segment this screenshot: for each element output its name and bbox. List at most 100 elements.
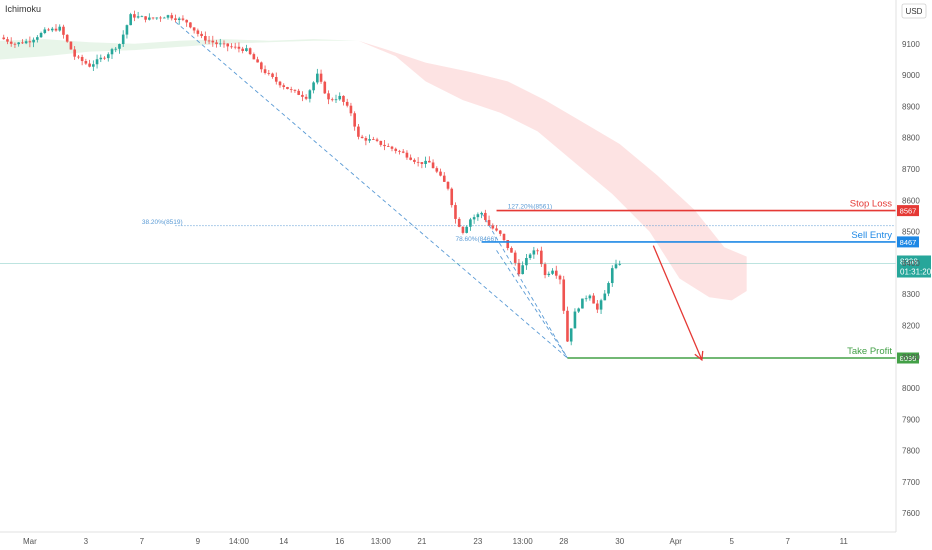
candle-body [129,14,132,26]
time-tick-label: 23 [473,537,482,546]
time-tick-label: 13:00 [371,537,392,546]
price-tick-label: 8300 [902,290,920,299]
candle-body [338,95,342,100]
time-tick-label: 14:00 [229,537,250,546]
candle-body [547,273,551,276]
level-tag [897,236,919,248]
countdown-timer: 01:31:20 [900,267,932,276]
candle-body [58,26,62,31]
candle-body [69,41,73,50]
candle-body [368,139,371,141]
candle-body [353,113,356,127]
candle-body [106,54,110,59]
candle-body [133,14,136,18]
candle-body [185,19,188,23]
candle-body [610,268,614,284]
currency-badge[interactable] [901,3,927,19]
candle-body [465,226,468,233]
time-tick-label: 11 [840,537,849,546]
candle-body [256,59,259,63]
cloud-green [0,39,359,60]
candle-body [245,48,248,51]
time-tick-label: 13:00 [513,537,534,546]
candle-body [174,18,177,20]
candle-body [573,311,577,329]
candle-body [50,28,54,31]
candle-body [577,308,580,312]
candle-body [110,49,114,55]
candle-body [36,37,39,40]
candle-body [118,44,121,49]
candle-body [607,283,610,294]
time-tick-label: 7 [140,537,145,546]
candle-body [562,279,566,311]
candle-body [43,29,47,33]
candle-body [17,42,20,45]
candle-body [267,72,271,74]
candle-body [543,264,547,276]
candle-body [73,49,76,57]
candle-body [95,59,99,65]
candle-body [450,188,454,206]
current-price-tag [897,255,931,278]
candle-body [599,300,603,310]
candle-body [469,219,472,227]
candle-body [2,37,6,40]
projection-arrow [652,245,704,362]
fibonacci-lines: 127.20%(8561) 78.60%(8466) 38.20%(8519) [142,21,896,359]
candle-body [506,239,510,249]
candle-body [237,46,241,49]
candle-body [551,270,554,274]
level-tag [897,205,919,217]
fib-line [496,250,568,359]
price-tick-label: 9000 [902,71,920,80]
candle-body [558,275,562,280]
candle-body [28,41,32,43]
candle-body [554,270,558,276]
candle-body [413,159,416,162]
level-tag [897,352,919,364]
axes: 9200910090008900880087008600850084008300… [0,0,920,546]
candle-body [517,262,521,275]
candle-body [24,41,28,44]
candle-body [484,212,487,220]
candle-body [286,86,289,90]
candle-body [77,56,80,58]
candle-body [204,36,207,41]
candle-body [495,228,498,231]
price-tick-label: 8400 [902,259,920,268]
candle-body [372,139,375,140]
fib-line [481,212,568,359]
candle-body [263,69,267,73]
fib-line [175,21,568,359]
candle-body [375,139,379,141]
level-name: Take Profit [847,346,892,357]
price-tick-label: 8800 [902,134,920,143]
candle-body [364,138,368,141]
time-tick-label: 21 [417,537,426,546]
candle-body [54,28,58,31]
candle-body [472,217,476,220]
candle-body [528,254,532,258]
candle-body [312,82,315,91]
candle-body [271,73,274,77]
candle-body [241,48,244,51]
candle-body [349,105,353,114]
candle-body [297,90,300,95]
candle-body [278,81,282,86]
candle-body [192,27,196,31]
candle-body [525,257,528,266]
candle-body [424,160,427,164]
price-tick-label: 8900 [902,102,920,111]
time-tick-label: 28 [559,537,568,546]
candle-body [200,33,203,37]
candle-body [170,15,174,19]
candle-body [536,250,539,252]
candle-body [125,25,129,35]
candle-body [289,89,293,90]
candle-body [379,140,383,145]
candle-body [457,218,461,227]
candle-body [260,62,263,70]
candle-body [92,64,95,67]
